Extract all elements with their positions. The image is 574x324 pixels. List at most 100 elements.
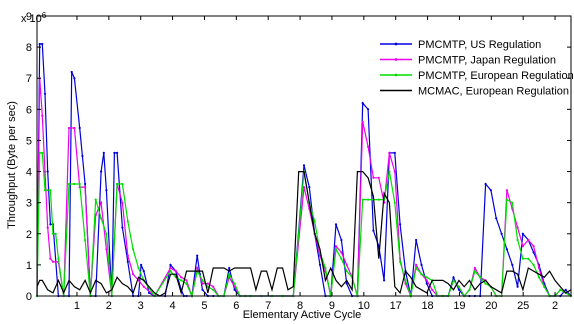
series-3-point bbox=[212, 288, 215, 291]
series-3-point bbox=[94, 198, 97, 201]
series-3-point bbox=[137, 266, 140, 270]
series-3-point bbox=[479, 276, 482, 279]
legend-label-4: MCMAC, European Regulation bbox=[418, 86, 569, 98]
y-tick-label: 0 bbox=[26, 291, 32, 303]
series-1-point bbox=[495, 217, 498, 220]
y-tick-label: 9 bbox=[26, 11, 32, 23]
series-2-point bbox=[302, 186, 306, 189]
series-1-point bbox=[425, 282, 428, 285]
x-tick-label: 2 bbox=[106, 300, 112, 312]
series-1-point bbox=[49, 223, 52, 226]
series-3-point bbox=[532, 263, 535, 266]
y-multiplier-label: x 106 bbox=[21, 11, 47, 26]
series-1-point bbox=[452, 276, 455, 279]
y-tick-label: 6 bbox=[26, 104, 32, 116]
series-3-point bbox=[132, 248, 135, 251]
series-2-point bbox=[388, 151, 391, 154]
series-3-point bbox=[121, 182, 124, 186]
series-1-point bbox=[383, 279, 386, 282]
series-3-point bbox=[116, 182, 119, 186]
series-2-point bbox=[334, 245, 338, 248]
series-1-point bbox=[511, 263, 514, 266]
series-3-point bbox=[393, 201, 396, 204]
series-1-point bbox=[196, 254, 199, 257]
series-1-point bbox=[78, 126, 81, 130]
series-2-point bbox=[425, 279, 428, 282]
series-3-point bbox=[180, 279, 183, 282]
series-2-point bbox=[516, 226, 519, 229]
series-2-point bbox=[49, 257, 52, 260]
series-2-point bbox=[521, 245, 525, 248]
series-3-point bbox=[420, 273, 423, 276]
legend: PMCMTP, US Regulation PMCMTP, Japan Regul… bbox=[372, 36, 574, 102]
series-2-point bbox=[196, 266, 199, 270]
series-3-point bbox=[537, 276, 541, 279]
x-tick-label: 20 bbox=[485, 300, 497, 312]
series-3-point bbox=[361, 198, 364, 201]
series-3-point bbox=[78, 182, 81, 186]
series-1-point bbox=[201, 288, 204, 291]
series-2-point bbox=[54, 260, 57, 263]
series-1-point bbox=[100, 170, 103, 173]
series-2-point bbox=[121, 201, 124, 204]
series-3-point bbox=[516, 238, 519, 242]
x-tick-label: 9 bbox=[329, 300, 335, 312]
series-2-point bbox=[46, 226, 49, 229]
series-2-point bbox=[43, 170, 47, 173]
series-3-point bbox=[452, 279, 455, 282]
series-1-point bbox=[46, 170, 49, 173]
series-3-point bbox=[201, 279, 204, 282]
y-tick-label: 1 bbox=[26, 260, 32, 272]
series-3-point bbox=[324, 266, 327, 270]
series-1-point bbox=[140, 263, 143, 266]
series-1-point bbox=[484, 182, 487, 186]
series-2-point bbox=[212, 285, 215, 288]
legend-marker-2 bbox=[394, 58, 398, 61]
series-2-point bbox=[377, 176, 380, 179]
series-2-point bbox=[169, 266, 172, 270]
series-3-point bbox=[54, 232, 57, 235]
x-tick-label: 1 bbox=[74, 300, 80, 312]
series-3-point bbox=[185, 282, 188, 285]
series-3-point bbox=[84, 238, 87, 242]
series-2-point bbox=[105, 248, 108, 251]
series-1-point bbox=[38, 42, 41, 46]
x-tick-label: 7 bbox=[265, 300, 271, 312]
series-3-point bbox=[313, 220, 316, 223]
series-1-point bbox=[121, 226, 124, 229]
series-2-point bbox=[180, 276, 183, 279]
y-tick-label: 8 bbox=[26, 42, 32, 54]
series-1-point bbox=[308, 186, 311, 189]
series-3-point bbox=[41, 151, 44, 154]
series-2-point bbox=[201, 282, 204, 285]
x-tick-label: 2 bbox=[552, 300, 558, 312]
series-2-point bbox=[415, 263, 418, 266]
series-2-point bbox=[473, 266, 476, 270]
legend-label-2: PMCMTP, Japan Regulation bbox=[418, 55, 556, 67]
series-1-point bbox=[43, 92, 47, 95]
legend-marker-3 bbox=[394, 73, 398, 77]
series-3-point bbox=[73, 182, 76, 186]
series-1-point bbox=[340, 238, 343, 242]
series-2-point bbox=[393, 170, 396, 173]
series-1-point bbox=[169, 263, 172, 266]
series-1-point bbox=[116, 151, 119, 154]
series-3-point bbox=[543, 285, 546, 288]
plot-frame bbox=[36, 15, 572, 297]
series-3-point bbox=[49, 189, 52, 192]
series-1-point bbox=[302, 164, 306, 167]
series-3-point bbox=[457, 285, 460, 288]
x-tick-label: 18 bbox=[421, 300, 433, 312]
series-2-point bbox=[142, 285, 145, 288]
x-tick-label: 17 bbox=[390, 300, 402, 312]
series-1-point bbox=[532, 251, 535, 254]
series-3-point bbox=[521, 257, 525, 260]
y-tick-label: 7 bbox=[26, 73, 32, 85]
series-2-point bbox=[51, 260, 55, 263]
y-tick-label: 4 bbox=[26, 167, 32, 179]
y-multiplier-base: x 10 bbox=[21, 13, 42, 25]
series-2-point bbox=[367, 145, 370, 148]
series-3-point bbox=[46, 189, 49, 192]
series-3-point bbox=[233, 282, 236, 285]
